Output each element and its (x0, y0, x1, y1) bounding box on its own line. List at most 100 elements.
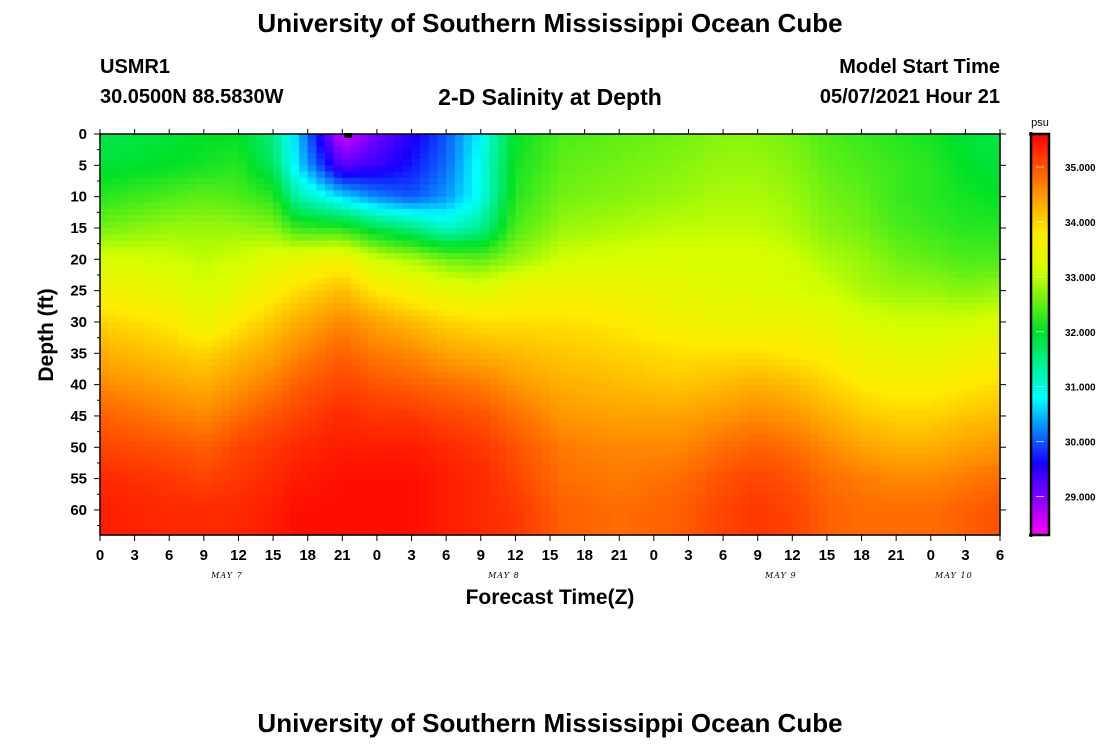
heat-cell (558, 491, 568, 499)
heat-cell (281, 303, 291, 311)
heat-cell (203, 347, 214, 354)
heat-cell (333, 472, 343, 480)
heat-cell (359, 209, 369, 217)
heat-cell (186, 459, 196, 467)
heat-cell (350, 315, 361, 323)
heat-cell (290, 378, 300, 386)
heat-cell (247, 271, 257, 279)
heat-cell (766, 434, 776, 442)
heat-cell (506, 428, 516, 436)
heat-cell (221, 209, 231, 217)
heat-cell (740, 409, 750, 417)
heat-cell (723, 140, 733, 148)
heat-cell (108, 177, 118, 185)
heat-cell (593, 159, 603, 166)
heat-cell (238, 491, 248, 499)
heat-cell (679, 428, 690, 436)
heat-cell (688, 472, 698, 480)
heat-cell (385, 415, 395, 423)
heat-cell (385, 165, 395, 173)
heat-cell (627, 215, 638, 223)
heat-cell (714, 384, 724, 392)
heat-cell (247, 190, 257, 198)
heat-cell (610, 353, 620, 361)
heat-cell (489, 434, 499, 442)
heat-cell (671, 196, 681, 204)
heat-cell (117, 509, 127, 517)
heat-cell (627, 491, 638, 499)
heat-cell (307, 152, 317, 160)
heat-cell (636, 296, 646, 304)
heat-cell (368, 372, 378, 379)
heat-cell (229, 472, 240, 480)
heat-cell (532, 528, 542, 536)
heat-cell (264, 491, 274, 499)
heat-cell (627, 503, 638, 511)
heat-cell (463, 190, 473, 198)
heat-cell (498, 152, 508, 160)
heat-cell (766, 384, 776, 392)
heat-cell (195, 271, 205, 279)
heat-cell (454, 171, 465, 179)
heat-cell (281, 140, 291, 148)
heat-cell (627, 441, 638, 448)
heat-cell (601, 484, 612, 492)
heat-cell (619, 309, 629, 317)
heat-cell (203, 165, 214, 173)
heat-cell (402, 278, 413, 285)
heat-cell (593, 134, 603, 141)
heat-cell (454, 447, 465, 455)
heat-cell (705, 491, 716, 499)
heat-cell (290, 246, 300, 254)
heat-cell (117, 177, 127, 185)
heat-cell (697, 415, 707, 423)
heat-cell (515, 340, 525, 348)
heat-cell (731, 284, 741, 292)
heat-cell (653, 296, 664, 304)
heat-cell (472, 309, 482, 317)
heat-cell (575, 165, 586, 173)
heat-cell (679, 434, 690, 442)
heat-cell (567, 134, 577, 141)
heat-cell (238, 290, 248, 298)
heat-cell (385, 365, 395, 373)
heat-cell (575, 227, 586, 235)
heat-cell (498, 509, 508, 517)
heat-cell (757, 528, 767, 536)
heat-cell (160, 422, 170, 430)
heat-cell (385, 403, 395, 411)
heat-cell (411, 509, 421, 517)
heat-cell (463, 484, 473, 492)
heat-cell (575, 340, 586, 348)
heat-cell (541, 365, 551, 373)
heat-cell (472, 466, 482, 473)
heat-cell (376, 497, 387, 505)
heat-cell (125, 447, 136, 455)
heat-cell (541, 415, 551, 423)
heat-cell (342, 171, 352, 179)
heat-cell (273, 165, 283, 173)
heat-cell (532, 265, 542, 273)
heat-cell (177, 190, 188, 198)
heat-cell (532, 271, 542, 279)
heat-cell (619, 334, 629, 342)
heat-cell (705, 171, 716, 179)
heat-cell (342, 378, 352, 386)
heat-cell (463, 528, 473, 536)
heat-cell (247, 246, 257, 254)
heat-cell (524, 453, 534, 461)
heat-cell (160, 177, 170, 185)
heat-cell (601, 202, 612, 210)
heat-cell (333, 390, 343, 398)
heat-cell (558, 397, 568, 405)
heat-cell (247, 146, 257, 154)
heat-cell (636, 171, 646, 179)
heat-cell (558, 478, 568, 486)
heat-cell (177, 516, 188, 524)
heat-cell (454, 359, 465, 367)
heat-cell (238, 497, 248, 505)
heat-cell (679, 253, 690, 260)
heat-cell (584, 215, 594, 223)
heat-cell (229, 284, 240, 292)
heat-cell (463, 384, 473, 392)
